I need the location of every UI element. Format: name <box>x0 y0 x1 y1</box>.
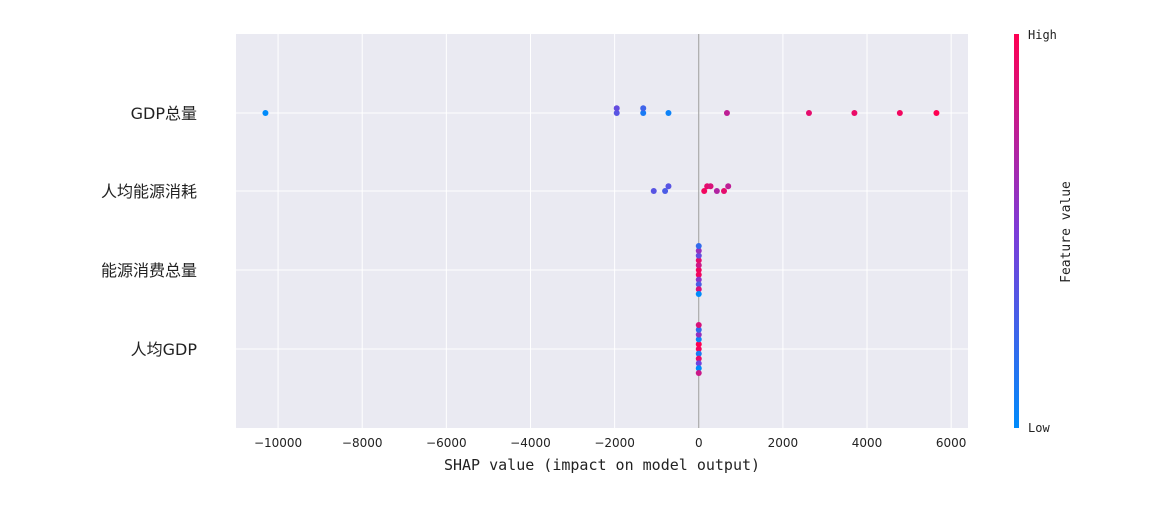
x-tick-label: 0 <box>695 436 703 450</box>
shap-point <box>695 322 702 328</box>
shap-point <box>721 188 727 194</box>
shap-point <box>695 276 702 283</box>
shap-point <box>695 350 702 357</box>
plot-background <box>236 34 968 428</box>
colorbar-low-label: Low <box>1028 421 1050 435</box>
shap-point <box>613 105 620 112</box>
y-gridlines <box>236 112 968 350</box>
shap-point <box>262 110 269 116</box>
x-tick-label: −6000 <box>426 436 467 450</box>
colorbar-title: Feature value <box>1059 181 1074 283</box>
colorbar-gradient <box>1014 34 1019 428</box>
shap-point <box>701 188 708 194</box>
shap-point <box>695 286 702 293</box>
x-tick-label: −2000 <box>594 436 635 450</box>
shap-point <box>707 183 714 190</box>
shap-point <box>933 110 940 116</box>
shap-point <box>665 110 672 116</box>
shap-point <box>805 110 812 116</box>
x-tick-label: 6000 <box>936 436 967 450</box>
shap-point <box>695 267 702 273</box>
feature-label: 人均GDP <box>131 340 198 359</box>
shap-point <box>650 188 657 194</box>
feature-label: 能源消费总量 <box>101 261 197 280</box>
shap-point <box>695 262 702 269</box>
shap-point <box>695 257 702 264</box>
x-tick-label: −8000 <box>342 436 383 450</box>
data-points <box>262 105 940 376</box>
shap-point <box>713 188 720 194</box>
x-tick-label: −10000 <box>254 436 302 450</box>
shap-point <box>695 360 702 367</box>
shap-point <box>695 326 702 333</box>
shap-point <box>695 355 702 362</box>
shap-point <box>665 183 672 190</box>
shap-point <box>695 243 702 249</box>
shap-point <box>695 341 702 348</box>
x-tick-label: 4000 <box>852 436 883 450</box>
shap-point <box>695 247 702 254</box>
shap-point <box>723 110 730 116</box>
x-tick-labels: −10000 −8000 −6000 −4000 −2000 0 2000 4000 6000 <box>254 436 966 450</box>
shap-point <box>695 252 702 259</box>
shap-point <box>613 110 620 116</box>
x-tick-label: −4000 <box>510 436 551 450</box>
feature-label: GDP总量 <box>131 104 197 123</box>
feature-label: 人均能源消耗 <box>101 182 197 201</box>
shap-point <box>695 346 702 352</box>
shap-point <box>640 110 647 116</box>
shap-point <box>695 281 702 288</box>
x-axis-title: SHAP value (impact on model output) <box>444 456 760 474</box>
colorbar: High Low Feature value <box>1014 28 1074 435</box>
shap-point <box>695 331 702 338</box>
shap-point <box>725 183 732 190</box>
shap-point <box>695 370 702 376</box>
shap-point <box>851 110 858 116</box>
shap-point <box>896 110 903 116</box>
shap-point <box>640 105 647 112</box>
shap-point <box>695 336 702 343</box>
colorbar-high-label: High <box>1028 28 1057 42</box>
shap-point <box>695 365 702 372</box>
shap-point <box>662 188 669 194</box>
x-tick-label: 2000 <box>768 436 799 450</box>
shap-point <box>695 291 702 297</box>
shap-point <box>695 271 702 278</box>
